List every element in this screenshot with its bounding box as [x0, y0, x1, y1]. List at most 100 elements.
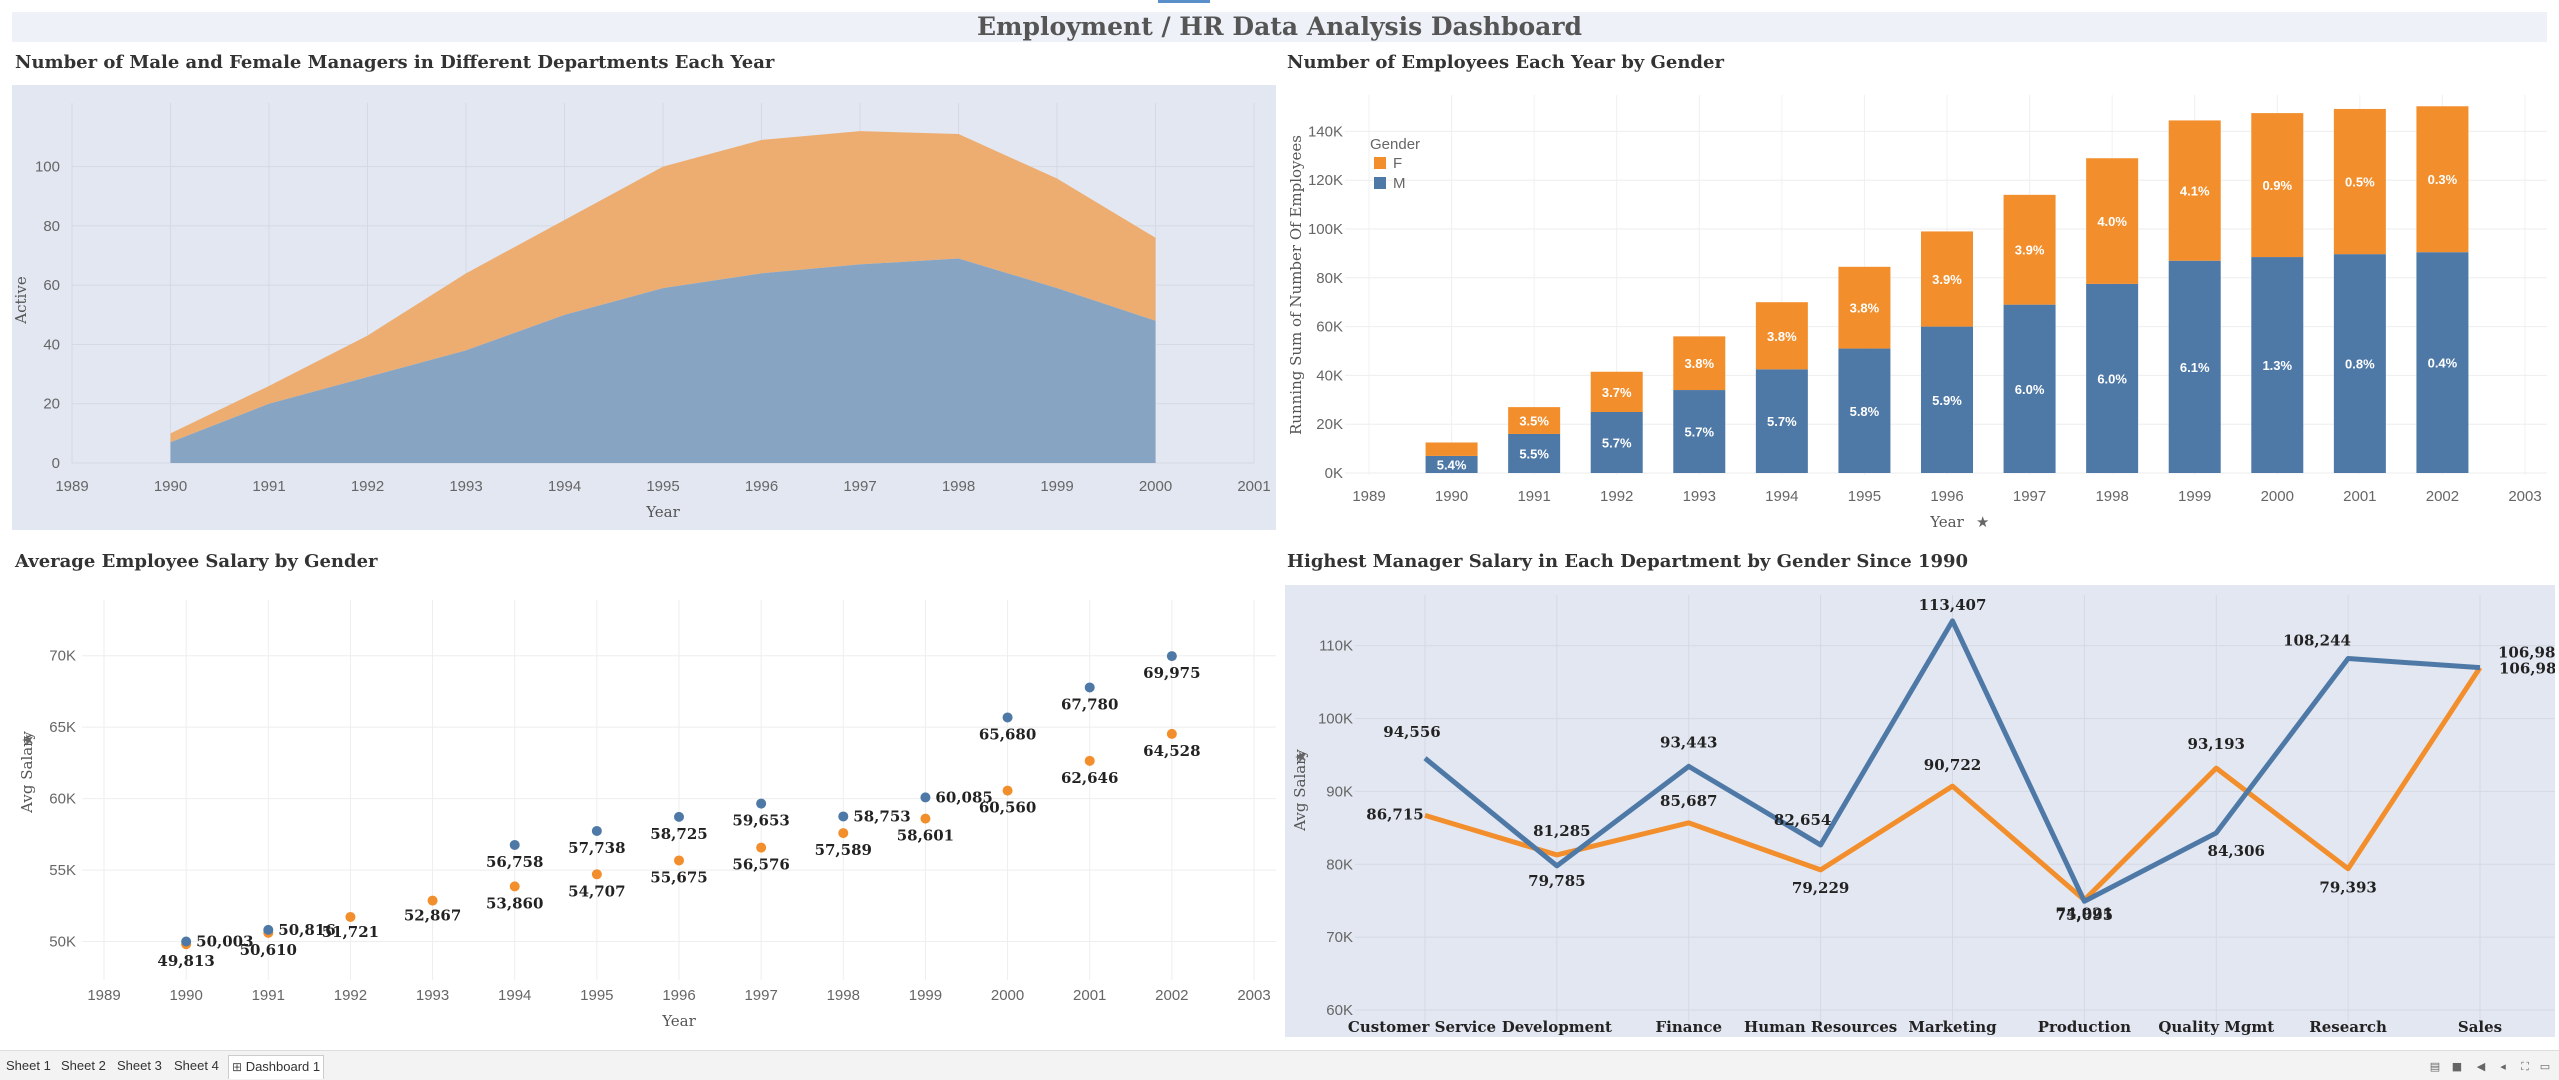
show-filmstrip-icon[interactable]: ■ — [2451, 1060, 2463, 1073]
female-manager-salary-label: 86,715 — [1366, 805, 1423, 823]
bar-female — [1755, 302, 1808, 370]
y-tick-label: 120K — [1308, 172, 1343, 189]
bar-male — [1673, 390, 1726, 473]
female-salary-label: 54,707 — [568, 882, 625, 900]
bar-male — [1425, 455, 1478, 473]
bar-male — [2333, 254, 2386, 473]
fullscreen-icon[interactable]: ⛶ — [2521, 1060, 2529, 1073]
x-tick-label: 1998 — [827, 987, 860, 1004]
female-salary-point — [756, 842, 767, 853]
x-tick-label: 2000 — [2261, 488, 2294, 505]
male-manager-salary-label: 108,244 — [2283, 632, 2351, 650]
legend-label-female: F — [1393, 155, 1402, 172]
female-salary-label: 60,560 — [979, 799, 1036, 817]
x-tick-label: 1989 — [55, 478, 88, 495]
x-axis-title: Year — [661, 1012, 696, 1030]
legend-label-male: M — [1393, 175, 1406, 192]
tab-sheet-2[interactable]: Sheet 2 — [61, 1058, 106, 1073]
x-tick-label: Production — [2038, 1018, 2131, 1036]
x-tick-label: Finance — [1655, 1018, 1722, 1036]
male-salary-point — [1166, 651, 1177, 662]
tab-sheet-4[interactable]: Sheet 4 — [174, 1058, 219, 1073]
y-tick-label: 110K — [1319, 638, 1353, 655]
x-tick-label: Development — [1502, 1018, 1612, 1036]
first-sheet-icon[interactable]: ◀ — [2476, 1060, 2486, 1073]
x-tick-label: Quality Mgmt — [2158, 1018, 2274, 1036]
male-salary-label: 50,003 — [196, 933, 253, 951]
bar-male-label: 5.4% — [1437, 457, 1467, 472]
male-salary-point — [920, 792, 931, 803]
x-tick-label: 1989 — [1352, 488, 1385, 505]
male-salary-point — [181, 936, 192, 947]
x-tick-label: 1990 — [1435, 488, 1468, 505]
female-manager-salary-label: 81,285 — [1533, 822, 1590, 840]
bar-male — [1508, 433, 1561, 473]
x-tick-label: 2003 — [1237, 987, 1270, 1004]
y-tick-label: 60 — [43, 277, 60, 294]
x-tick-label: 1991 — [1517, 488, 1550, 505]
female-salary-point — [345, 911, 356, 922]
bar-female — [2251, 113, 2304, 258]
male-salary-label: 58,753 — [853, 807, 910, 825]
tab-sheet-1[interactable]: Sheet 1 — [6, 1058, 51, 1073]
female-salary-point — [674, 855, 684, 866]
show-sheet-sorter-icon[interactable]: ▤ — [2429, 1060, 2441, 1073]
female-manager-salary-label: 85,687 — [1660, 792, 1717, 810]
previous-sheet-icon[interactable]: ◂ — [2500, 1060, 2506, 1073]
bar-female — [1508, 407, 1561, 434]
female-salary-point — [920, 813, 931, 824]
male-manager-salary-label: 79,785 — [1528, 872, 1585, 890]
y-tick-label: 140K — [1308, 123, 1343, 140]
bar-male — [1590, 412, 1643, 473]
x-tick-label: 1991 — [252, 987, 285, 1004]
male-manager-salary-label: 93,443 — [1660, 733, 1717, 751]
tab-dashboard-1[interactable]: ⊞ Dashboard 1 — [228, 1055, 325, 1079]
grid-icon: ⊞ — [232, 1060, 243, 1074]
x-tick-label: 2001 — [2343, 488, 2376, 505]
male-salary-point — [838, 811, 849, 822]
bar-male — [2168, 260, 2221, 473]
female-salary-label: 49,813 — [157, 952, 214, 970]
female-manager-salary-label: 106,987 — [2499, 660, 2555, 678]
male-managers-area — [170, 258, 1156, 463]
female-manager-salary-label: 79,229 — [1792, 879, 1849, 897]
x-tick-label: 1991 — [252, 478, 285, 495]
presentation-mode-icon[interactable]: ▭ — [2539, 1060, 2551, 1073]
y-tick-label: 80 — [43, 218, 60, 235]
bar-male-label: 5.7% — [1602, 436, 1632, 451]
female-salary-label: 51,721 — [322, 923, 379, 941]
male-manager-salary-label: 94,556 — [1383, 723, 1440, 741]
x-tick-label: 2002 — [2426, 488, 2459, 505]
x-tick-label: 1993 — [416, 987, 449, 1004]
tab-sheet-3[interactable]: Sheet 3 — [117, 1058, 162, 1073]
male-manager-salary-label: 84,306 — [2208, 842, 2265, 860]
x-tick-label: 1999 — [1040, 478, 1073, 495]
x-tick-label: 1997 — [2013, 488, 2046, 505]
x-tick-label: 1997 — [744, 987, 777, 1004]
female-salary-label: 58,601 — [897, 827, 954, 845]
bar-female-label: 3.8% — [1850, 301, 1880, 316]
male-salary-label: 58,725 — [650, 825, 707, 843]
legend-title: Gender — [1370, 136, 1420, 153]
employees-bar-chart[interactable]: 1989 1990 1991 1992 1993 1994 1995 1996 1997 1998… — [1285, 85, 2555, 535]
female-salary-point — [427, 895, 438, 906]
y-tick-label: 100K — [1308, 221, 1343, 238]
male-salary-label: 57,738 — [568, 839, 625, 857]
y-tick-label: 60K — [1316, 319, 1343, 336]
bar-male — [1921, 326, 1973, 473]
x-tick-label: 1995 — [646, 478, 679, 495]
manager-salary-line-chart[interactable]: 60K 70K 80K 90K 100K 110K Customer Service Deve… — [1285, 585, 2555, 1040]
managers-area-chart[interactable]: 1989 1990 1991 1992 1993 1994 1995 1996 1997 1998… — [12, 85, 1276, 530]
male-salary-label: 67,780 — [1061, 695, 1118, 713]
x-tick-label: 2001 — [1073, 987, 1106, 1004]
female-salary-label: 56,576 — [732, 856, 789, 874]
x-tick-label: 1998 — [2095, 488, 2128, 505]
y-axis-title: Active — [12, 276, 30, 325]
bar-male-label: 0.8% — [2345, 357, 2375, 372]
bar-female-label: 3.8% — [1684, 356, 1714, 371]
bar-male-label: 6.0% — [2015, 382, 2045, 397]
employees-chart-title: Number of Employees Each Year by Gender — [1287, 52, 1724, 73]
salary-scatter-chart[interactable]: 1989 1990 1991 1992 1993 1994 1995 1996 1997 1998… — [12, 580, 1276, 1035]
y-tick-label: 60K — [1326, 1002, 1353, 1019]
x-tick-label: 1996 — [1930, 488, 1963, 505]
